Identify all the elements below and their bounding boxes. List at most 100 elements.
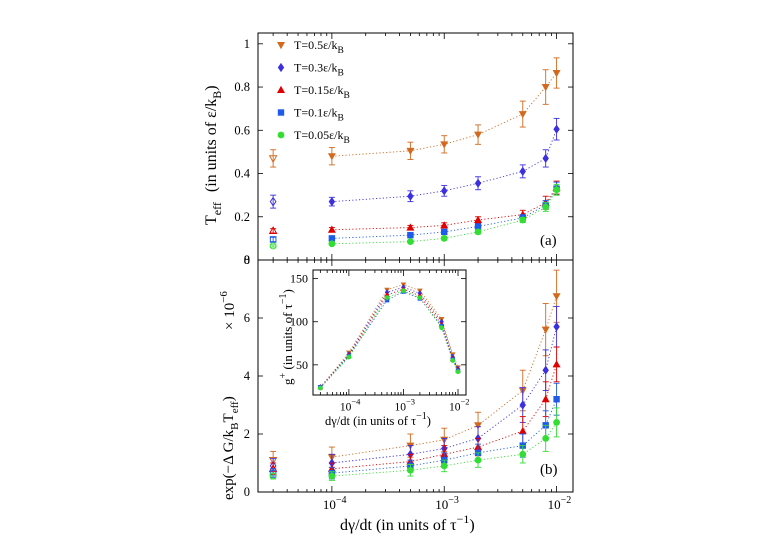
inset-data-point — [317, 385, 323, 391]
data-point — [407, 466, 414, 474]
legend: T=0.5ε/kBT=0.3ε/kBT=0.15ε/kBT=0.1ε/kBT=0… — [277, 38, 350, 146]
data-point — [542, 434, 550, 442]
legend-label: T=0.15ε/kB — [294, 83, 350, 101]
data-point — [541, 395, 550, 403]
inset-data-point — [450, 358, 456, 363]
data-point — [328, 472, 336, 480]
x-tick-base: 10 — [435, 497, 448, 512]
data-point — [406, 147, 415, 156]
panel-a-x-ticks — [272, 33, 557, 260]
data-point — [406, 223, 415, 231]
x-tick-exp: −4 — [336, 495, 347, 506]
data-point — [553, 322, 560, 332]
data-point — [518, 111, 527, 119]
data-point — [474, 178, 482, 188]
legend-label-sub: B — [337, 46, 343, 56]
data-point — [552, 69, 561, 78]
legend-marker — [277, 62, 285, 73]
panel-b-x-ticks: 10−4 10−3 10−2 — [272, 260, 571, 512]
inset-ylabel-units-exp: −1 — [278, 293, 289, 304]
x-tick-base: 10 — [340, 402, 352, 414]
inset-frame — [312, 269, 467, 396]
x-tick-label: 10−2 — [449, 397, 470, 414]
inset-data-point — [401, 288, 406, 294]
x-tick-label: 10−4 — [323, 495, 347, 512]
x-tick-label: 10−3 — [394, 397, 415, 414]
data-point — [519, 166, 526, 176]
panel-a-ylabel-units-sub: B — [210, 91, 224, 99]
panel-b-ylabel-sub2: eff — [229, 401, 241, 413]
y-tick-label: 0.4 — [234, 167, 250, 181]
y-tick-label: 0.8 — [234, 80, 250, 94]
x-tick-exp: −2 — [461, 397, 470, 407]
inset-series-line — [320, 290, 459, 389]
legend-label: T=0.05ε/kB — [294, 128, 350, 146]
panel-b-ylabel-main: exp(−Δ G/k — [221, 429, 237, 500]
y-tick-label: 0.6 — [234, 123, 250, 137]
panel-a-ylabel-units: (in units of ε/k — [203, 99, 220, 192]
y-tick-label: 50 — [296, 358, 308, 372]
y-tick-label: 6 — [244, 311, 250, 325]
panel-b-xlabel-main: dγ/dt (in units of τ — [340, 517, 457, 534]
x-tick-label: 10−4 — [340, 397, 361, 414]
data-point — [328, 197, 336, 207]
data-point — [542, 153, 549, 163]
inset-series-line — [320, 288, 459, 388]
data-point — [327, 153, 336, 161]
data-point — [407, 238, 414, 246]
data-point — [328, 240, 336, 248]
y-tick-label: 0 — [244, 253, 250, 267]
panel-b-ylabel-sub1: B — [229, 422, 241, 429]
inset-ylabel-sup: + — [278, 373, 289, 379]
panel-a-label: (a) — [540, 233, 557, 249]
data-point — [474, 456, 482, 464]
inset-xlabel: dγ/dt (in units of τ−1) — [325, 411, 431, 428]
inset-xlabel-close: ) — [427, 414, 431, 428]
data-point — [541, 84, 550, 92]
panel-b-y-ticks: 0 2 4 6 8 — [244, 253, 573, 499]
panel-b-label: (b) — [540, 462, 558, 478]
data-point — [553, 396, 560, 403]
inset-x-ticks: 10−4 10−3 10−2 — [319, 270, 470, 414]
legend-label-sub: B — [337, 69, 343, 79]
data-point — [327, 225, 336, 233]
legend-label: T=0.5ε/kB — [294, 38, 344, 56]
data-point — [552, 360, 561, 368]
x-tick-base: 10 — [548, 497, 561, 512]
x-tick-exp: −3 — [406, 397, 415, 407]
x-tick-base: 10 — [394, 402, 406, 414]
panel-b-xlabel-exp: −1 — [457, 512, 470, 526]
panel-b-multiplier: × 10−6 — [218, 291, 238, 330]
inset-plot — [317, 282, 461, 391]
data-point — [474, 228, 482, 236]
legend-label: T=0.3ε/kB — [294, 61, 344, 79]
inset-ylabel-close: ) — [280, 289, 295, 293]
x-tick-base: 10 — [449, 402, 461, 414]
legend-label: T=0.1ε/kB — [294, 106, 344, 124]
inset-ylabel-units: (in units of τ — [280, 304, 295, 373]
legend-label-main: T=0.3ε/k — [294, 61, 337, 75]
inset-xlabel-main: dγ/dt (in units of τ — [325, 414, 416, 428]
inset-xlabel-exp: −1 — [416, 411, 427, 422]
open-data-point — [269, 242, 277, 250]
data-point — [441, 186, 448, 196]
x-tick-label: 10−3 — [435, 495, 459, 512]
panel-b-xlabel-close: ) — [469, 517, 474, 534]
y-tick-label: 0 — [244, 485, 250, 499]
data-point — [474, 223, 482, 230]
y-tick-label: 0.2 — [234, 210, 250, 224]
y-tick-label: 2 — [244, 427, 250, 441]
data-point — [542, 203, 550, 211]
legend-label-main: T=0.1ε/k — [294, 106, 337, 120]
inset-data-point — [439, 325, 444, 331]
inset-data-point — [384, 297, 390, 303]
panel-a-ylabel-main: T — [203, 215, 220, 225]
legend-label-sub: B — [343, 136, 349, 146]
legend-label-main: T=0.05ε/k — [294, 128, 343, 142]
panel-a-plot — [268, 57, 561, 250]
data-point — [407, 191, 414, 201]
legend-label-main: T=0.15ε/k — [294, 83, 343, 97]
y-tick-label: 100 — [290, 315, 308, 329]
panel-a-ylabel: Teff (in units of ε/kB) — [203, 85, 224, 225]
